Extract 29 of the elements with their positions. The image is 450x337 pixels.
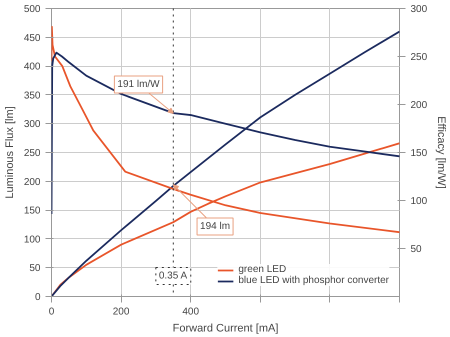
y-tick-label: 150 bbox=[24, 206, 41, 217]
legend-label: blue LED with phosphor converter bbox=[238, 275, 389, 286]
y2-tick-label: 50 bbox=[410, 244, 422, 255]
y2-tick-label: 250 bbox=[410, 52, 428, 63]
y2-axis-title: Efficacy [lm/W] bbox=[435, 116, 448, 189]
y-tick-label: 500 bbox=[24, 4, 41, 15]
y-tick-label: 200 bbox=[24, 176, 41, 188]
y-tick-label: 300 bbox=[24, 119, 41, 130]
y-tick-label: 100 bbox=[24, 234, 41, 246]
annotation: 191 lm/W bbox=[117, 79, 160, 90]
x-tick-label: 200 bbox=[112, 306, 130, 318]
ref-line-label: 0.35 A bbox=[158, 270, 188, 282]
annotation: 194 lm bbox=[200, 221, 230, 232]
legend-label: green LED bbox=[238, 264, 286, 275]
y2-tick-label: 100 bbox=[410, 196, 428, 207]
y-tick-label: 400 bbox=[24, 62, 41, 73]
x-axis-title: Forward Current [mA] bbox=[172, 322, 278, 334]
y-tick-label: 450 bbox=[24, 32, 41, 44]
line-series bbox=[52, 30, 400, 296]
y2-tick-label: 200 bbox=[410, 100, 428, 111]
x-tick-label: 400 bbox=[182, 306, 200, 318]
y-tick-label: 50 bbox=[29, 263, 41, 274]
y-axis-title: Luminous Flux [lm] bbox=[4, 106, 16, 199]
y2-tick-label: 150 bbox=[410, 148, 428, 159]
y-tick-label: 250 bbox=[24, 148, 41, 159]
y2-tick-label: 300 bbox=[410, 4, 428, 15]
y-tick-label: 0 bbox=[34, 292, 41, 303]
y-tick-label: 350 bbox=[24, 90, 41, 102]
x-tick-label: 0 bbox=[48, 306, 55, 318]
